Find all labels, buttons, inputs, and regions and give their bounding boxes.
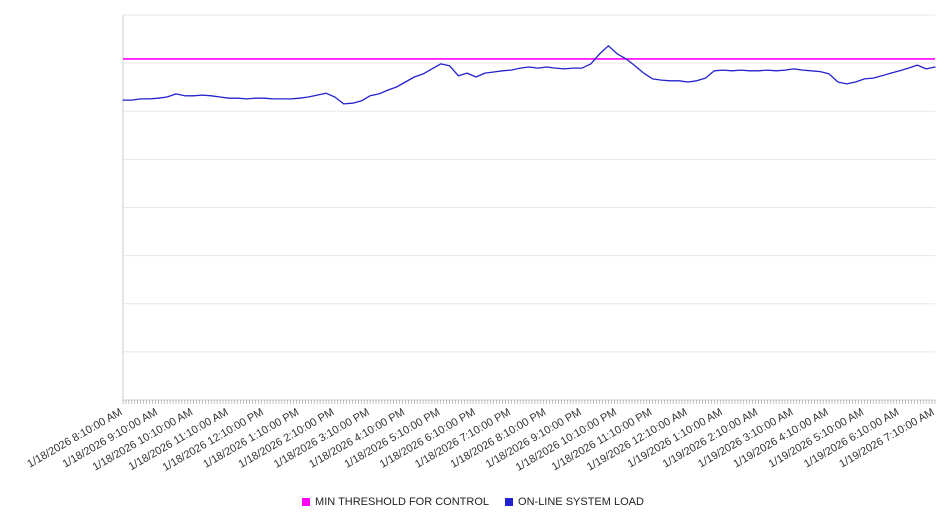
legend-item-min-threshold[interactable]: MIN THRESHOLD FOR CONTROL	[302, 496, 489, 508]
legend-swatch-threshold	[302, 498, 311, 506]
legend-label-load: ON-LINE SYSTEM LOAD	[518, 496, 644, 508]
chart-plot-area: 1/18/2026 8:10:00 AM1/18/2026 9:10:00 AM…	[25, 14, 937, 474]
system-load-line	[122, 45, 936, 105]
legend-item-system-load[interactable]: ON-LINE SYSTEM LOAD	[505, 496, 644, 508]
legend-swatch-load	[505, 498, 514, 506]
chart-legend: MIN THRESHOLD FOR CONTROL ON-LINE SYSTEM…	[0, 496, 946, 508]
legend-label-threshold: MIN THRESHOLD FOR CONTROL	[315, 496, 490, 508]
